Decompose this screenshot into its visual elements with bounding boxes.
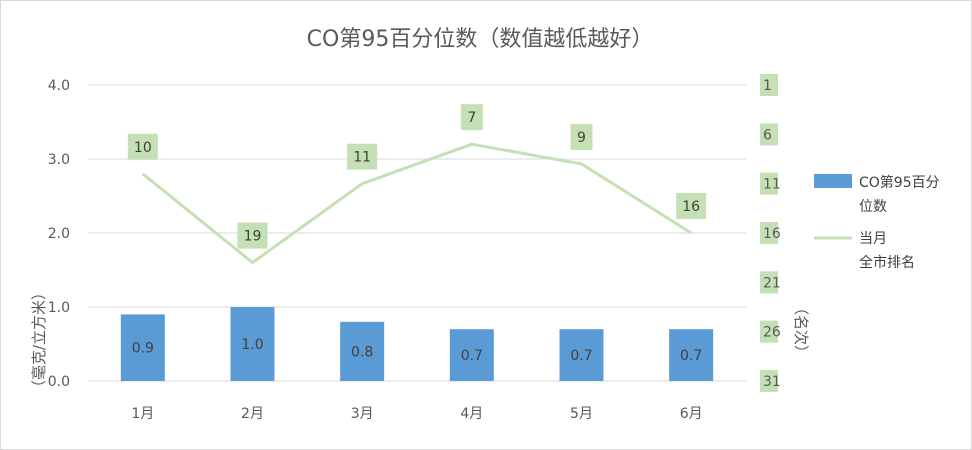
legend-line-label: 当月	[859, 231, 887, 247]
legend-bar-label: 位数	[859, 199, 887, 215]
legend-bar-swatch	[814, 174, 852, 188]
y2-tick-bg	[760, 271, 778, 294]
rank-data-label: 7	[467, 110, 476, 126]
y-tick-label: 2.0	[48, 226, 70, 242]
y2-tick-bg	[760, 74, 778, 96]
y2-tick-bg	[760, 172, 778, 195]
bar	[669, 329, 714, 381]
y2-tick-label: 11	[763, 177, 781, 193]
y2-tick-label: 1	[763, 78, 772, 94]
rank-line	[141, 142, 692, 265]
x-tick-label: 6月	[680, 406, 703, 422]
rank-label-bg	[570, 123, 593, 150]
bar	[340, 321, 385, 381]
bar-data-label: 0.7	[570, 348, 592, 364]
bar-data-label: 0.8	[351, 344, 373, 360]
rank-label-bg	[676, 193, 707, 219]
y2-tick-bg	[760, 123, 778, 146]
bar	[449, 329, 494, 381]
gridlines	[88, 84, 746, 382]
y-tick-label: 3.0	[48, 152, 70, 168]
line-series	[141, 142, 692, 265]
bar-series	[120, 307, 714, 381]
rank-data-label: 11	[353, 150, 371, 166]
bar-data-label: 1.0	[241, 337, 263, 353]
bar	[230, 307, 275, 381]
y-axis-title: （毫克/立方米）	[30, 285, 48, 395]
x-tick-label: 2月	[241, 406, 264, 422]
legend-line-label: 全市排名	[859, 254, 915, 271]
y2-axis-title: （名次）	[792, 300, 810, 360]
x-tick-label: 3月	[351, 406, 374, 422]
bar-data-label: 0.7	[461, 348, 483, 364]
y2-tick-label: 31	[763, 374, 781, 390]
rank-data-label: 10	[134, 140, 152, 156]
y2-tick-bg	[760, 320, 778, 343]
y-tick-label: 4.0	[48, 78, 70, 94]
rank-data-label: 16	[682, 199, 700, 215]
x-tick-label: 1月	[131, 406, 154, 422]
bar-data-label: 0.9	[132, 341, 154, 357]
rank-data-label: 19	[244, 229, 262, 245]
rank-label-bg	[237, 222, 268, 249]
y-tick-label: 1.0	[48, 300, 70, 316]
y2-tick-label: 6	[763, 127, 772, 143]
rank-label-bg	[347, 143, 378, 170]
bar	[120, 314, 165, 381]
chart-title: CO第95百分位数（数值越低越好）	[307, 27, 654, 52]
y2-tick-label: 26	[763, 325, 781, 341]
legend-bar-label: CO第95百分	[859, 174, 940, 191]
rank-label-bg	[127, 133, 158, 160]
data-labels: 0.9 1.0 0.8 0.7 0.7 0.7 10 19 11 7 9 16	[127, 104, 707, 364]
bar	[559, 329, 604, 381]
x-tick-label: 5月	[570, 406, 593, 422]
y2-tick-label: 21	[763, 275, 781, 291]
y2-tick-bg	[760, 370, 778, 392]
bar-data-label: 0.7	[680, 348, 702, 364]
y2-tick-label: 16	[763, 226, 781, 242]
x-tick-label: 4月	[460, 406, 483, 422]
rank-data-label: 9	[577, 130, 586, 146]
y-tick-label: 0.0	[48, 374, 70, 390]
y2-tick-bg	[760, 222, 778, 244]
rank-label-bg	[460, 104, 483, 131]
